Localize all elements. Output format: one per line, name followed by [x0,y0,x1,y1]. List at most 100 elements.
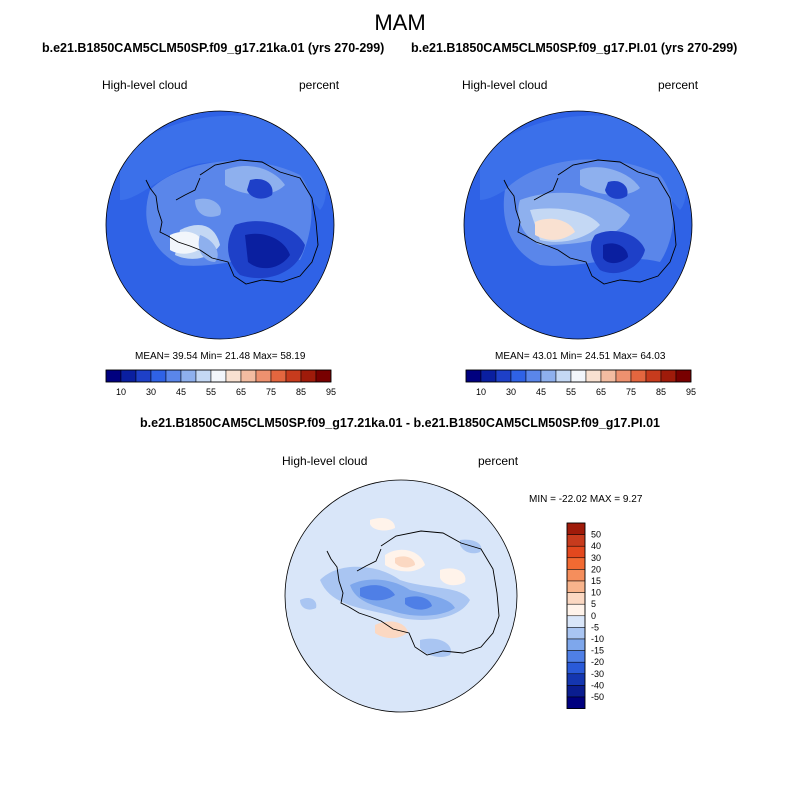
colorbar-label: 30 [591,553,601,563]
colorbar-label: -20 [591,657,604,667]
colorbar-label: 10 [591,588,601,598]
colorbar-box [566,696,586,709]
colorbar-box [585,369,602,383]
colorbar-label: 30 [146,387,156,397]
colorbar-box [495,369,512,383]
colorbar-box [570,369,587,383]
colorbar-box [566,661,586,675]
left-variable-label: High-level cloud [102,78,188,92]
colorbar-label: -40 [591,680,604,690]
colorbar-box [566,603,586,617]
colorbar-label: 95 [326,387,336,397]
colorbar-label: 5 [591,599,596,609]
right-cloud-map [464,111,692,339]
colorbar-label: 0 [591,611,596,621]
colorbar-label: 10 [476,387,486,397]
colorbar-box [566,685,586,698]
colorbar-box [135,369,152,383]
colorbar-box [675,369,692,383]
left-panel-title: b.e21.B1850CAM5CLM50SP.f09_g17.21ka.01 (… [42,41,385,55]
colorbar-label: 75 [266,387,276,397]
colorbar-box [525,369,542,383]
colorbar-label: 45 [176,387,186,397]
colorbar-label: -10 [591,634,604,644]
colorbar-label: 85 [296,387,306,397]
colorbar-label: 30 [506,387,516,397]
colorbar-box [240,369,257,383]
colorbar-box [566,650,586,663]
left-coastline [145,159,319,285]
colorbar-box [660,369,677,383]
diff-variable-label: High-level cloud [282,454,368,468]
right-variable-label: High-level cloud [462,78,548,92]
colorbar-box [645,369,662,383]
colorbar-box [285,369,302,383]
colorbar-label: 10 [116,387,126,397]
colorbar-box [150,369,167,383]
colorbar-box [566,673,586,686]
colorbar-box [566,580,586,593]
colorbar-box [180,369,197,383]
colorbar-box [120,369,137,383]
left-stats: MEAN= 39.54 Min= 21.48 Max= 58.19 [135,351,306,362]
left-colorbar: 10 30 45 55 65 75 85 95 [105,369,336,397]
colorbar-label: 75 [626,387,636,397]
diff-coastline [326,530,500,656]
colorbar-label: 55 [566,387,576,397]
right-stats: MEAN= 43.01 Min= 24.51 Max= 64.03 [495,351,666,362]
colorbar-label: -5 [591,622,599,632]
colorbar-label: -15 [591,646,604,656]
colorbar-box [566,522,586,535]
colorbar-box [195,369,212,383]
left-units-label: percent [299,78,340,92]
colorbar-box [315,369,332,383]
right-units-label: percent [658,78,699,92]
colorbar-label: 55 [206,387,216,397]
colorbar-box [255,369,272,383]
colorbar-box [630,369,647,383]
colorbar-box [540,369,557,383]
diff-panel-title: b.e21.B1850CAM5CLM50SP.f09_g17.21ka.01 -… [140,416,660,430]
colorbar-label: 50 [591,530,601,540]
left-cloud-map [106,111,334,339]
colorbar-box [615,369,632,383]
colorbar-box [566,627,586,640]
right-panel-title: b.e21.B1850CAM5CLM50SP.f09_g17.PI.01 (yr… [411,41,738,55]
colorbar-box [566,557,586,570]
colorbar-label: 45 [536,387,546,397]
colorbar-box [480,369,497,383]
colorbar-box [105,369,122,383]
colorbar-box [566,569,586,582]
right-coastline [503,159,677,285]
colorbar-label: 40 [591,541,601,551]
colorbar-box [566,592,586,605]
figure-title: MAM [374,10,426,35]
colorbar-box [566,638,586,651]
diff-stats: MIN = -22.02 MAX = 9.27 [529,494,643,505]
colorbar-box [510,369,527,383]
colorbar-box [270,369,287,383]
colorbar-box [566,545,586,559]
diff-cloud-map [285,480,517,712]
colorbar-box [300,369,317,383]
colorbar-box [210,369,227,383]
colorbar-label: 85 [656,387,666,397]
colorbar-box [555,369,572,383]
colorbar-box [566,615,586,628]
right-colorbar: 10 30 45 55 65 75 85 95 [465,369,696,397]
colorbar-label: 65 [596,387,606,397]
colorbar-box [600,369,617,383]
colorbar-box [465,369,482,383]
colorbar-label: -30 [591,669,604,679]
diff-units-label: percent [478,454,519,468]
colorbar-label: 15 [591,576,601,586]
colorbar-box [225,369,242,383]
colorbar-label: 65 [236,387,246,397]
colorbar-label: 20 [591,564,601,574]
colorbar-label: 95 [686,387,696,397]
colorbar-box [165,369,182,383]
colorbar-label: -50 [591,692,604,702]
colorbar-box [566,534,586,547]
